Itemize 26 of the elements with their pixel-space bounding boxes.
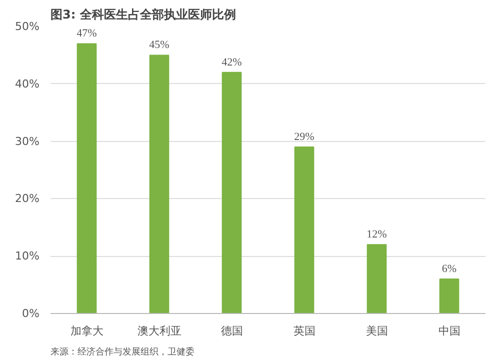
bar: [439, 278, 460, 314]
bar: [149, 54, 170, 314]
y-tick-label: 50%: [15, 20, 40, 33]
source-note: 来源：经济合作与发展组织，卫健委: [50, 346, 194, 358]
chart-title: 图3: 全科医生占全部执业医师比例: [50, 8, 236, 22]
y-tick-label: 0%: [22, 307, 40, 320]
x-tick-label: 美国: [366, 324, 388, 338]
y-tick-label: 10%: [15, 250, 40, 263]
bar: [294, 146, 314, 314]
x-tick-label: 德国: [220, 324, 243, 338]
y-tick-label: 20%: [15, 192, 40, 206]
bar: [366, 244, 387, 314]
bar: [76, 43, 97, 314]
data-label: 29%: [294, 131, 314, 144]
y-tick-label: 30%: [15, 134, 40, 148]
bar: [222, 72, 242, 314]
x-tick-label: 澳大利亚: [137, 324, 182, 338]
data-label: 12%: [366, 228, 387, 241]
x-tick-label: 加拿大: [70, 324, 104, 338]
data-label: 45%: [149, 39, 170, 52]
data-label: 6%: [442, 263, 457, 276]
data-label: 47%: [76, 28, 97, 40]
data-label: 42%: [222, 56, 242, 68]
y-tick-label: 40%: [15, 77, 40, 90]
x-tick-label: 中国: [438, 324, 460, 338]
x-tick-label: 英国: [293, 324, 316, 338]
